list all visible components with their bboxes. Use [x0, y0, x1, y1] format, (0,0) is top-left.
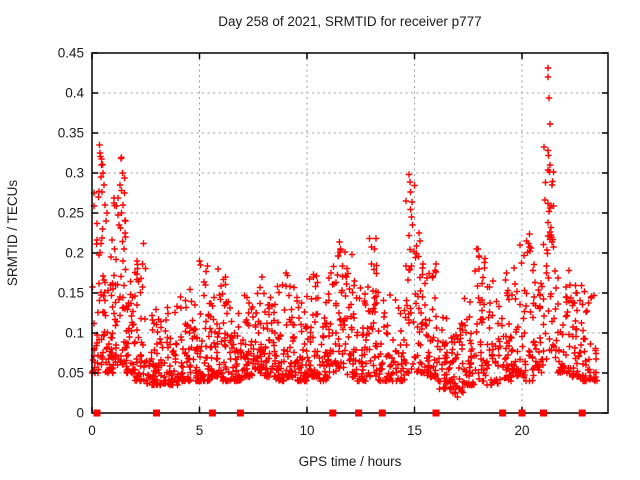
y-tick-label: 0.45 [58, 46, 84, 61]
x-tick-label: 5 [196, 423, 204, 438]
zero-flag-squares [93, 409, 586, 417]
zero-flag-marker [355, 409, 363, 417]
zero-flag-marker [208, 409, 216, 417]
y-tick-label: 0.4 [65, 86, 84, 101]
zero-flag-marker [153, 409, 160, 417]
y-tick-label: 0.15 [58, 286, 84, 301]
y-tick-label: 0 [76, 406, 84, 421]
zero-flag-marker [578, 409, 586, 417]
x-axis-label: GPS time / hours [299, 454, 402, 469]
y-tick-label: 0.2 [65, 246, 84, 261]
x-tick-label: 10 [299, 423, 314, 438]
zero-flag-marker [518, 409, 526, 417]
y-tick-label: 0.35 [58, 126, 84, 141]
tick-labels: 0 5 10 15 20 0 0.05 0.1 0.15 0.2 0.25 0.3 0.35 0.4 0.4… [58, 46, 530, 439]
y-tick-label: 0.05 [58, 366, 84, 381]
zero-flag-marker [540, 409, 547, 417]
zero-flag-marker [378, 409, 386, 417]
scatter-points [88, 64, 601, 401]
zero-flag-marker [499, 409, 507, 417]
chart-title: Day 258 of 2021, SRMTID for receiver p77… [218, 14, 481, 29]
x-tick-label: 15 [407, 423, 422, 438]
zero-flag-marker [93, 409, 101, 417]
y-tick-label: 0.3 [65, 166, 84, 181]
y-axis-label: SRMTID / TECUs [5, 180, 20, 287]
y-tick-label: 0.25 [58, 206, 84, 221]
x-tick-label: 20 [514, 423, 529, 438]
y-tick-label: 0.1 [65, 326, 84, 341]
zero-flag-marker [432, 409, 440, 417]
zero-flag-marker [236, 409, 244, 417]
x-tick-label: 0 [88, 423, 96, 438]
zero-flag-marker [329, 409, 337, 417]
